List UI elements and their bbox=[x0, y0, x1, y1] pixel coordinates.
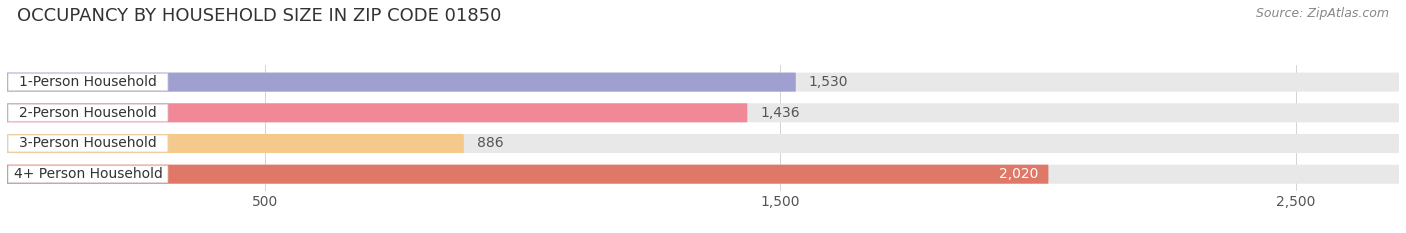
FancyBboxPatch shape bbox=[7, 134, 1399, 153]
FancyBboxPatch shape bbox=[8, 104, 167, 121]
Text: Source: ZipAtlas.com: Source: ZipAtlas.com bbox=[1256, 7, 1389, 20]
Text: 3-Person Household: 3-Person Household bbox=[20, 137, 157, 151]
Text: 1,436: 1,436 bbox=[761, 106, 800, 120]
FancyBboxPatch shape bbox=[8, 166, 167, 183]
FancyBboxPatch shape bbox=[8, 135, 167, 152]
FancyBboxPatch shape bbox=[7, 134, 464, 153]
Text: 886: 886 bbox=[477, 137, 503, 151]
Text: OCCUPANCY BY HOUSEHOLD SIZE IN ZIP CODE 01850: OCCUPANCY BY HOUSEHOLD SIZE IN ZIP CODE … bbox=[17, 7, 502, 25]
Text: 2,020: 2,020 bbox=[998, 167, 1038, 181]
Text: 4+ Person Household: 4+ Person Household bbox=[14, 167, 163, 181]
FancyBboxPatch shape bbox=[7, 103, 748, 122]
Text: 1-Person Household: 1-Person Household bbox=[20, 75, 157, 89]
FancyBboxPatch shape bbox=[7, 73, 1399, 92]
FancyBboxPatch shape bbox=[8, 74, 167, 91]
Text: 1,530: 1,530 bbox=[808, 75, 848, 89]
Text: 2-Person Household: 2-Person Household bbox=[20, 106, 157, 120]
FancyBboxPatch shape bbox=[7, 73, 796, 92]
FancyBboxPatch shape bbox=[7, 165, 1399, 184]
FancyBboxPatch shape bbox=[7, 165, 1049, 184]
FancyBboxPatch shape bbox=[7, 103, 1399, 122]
